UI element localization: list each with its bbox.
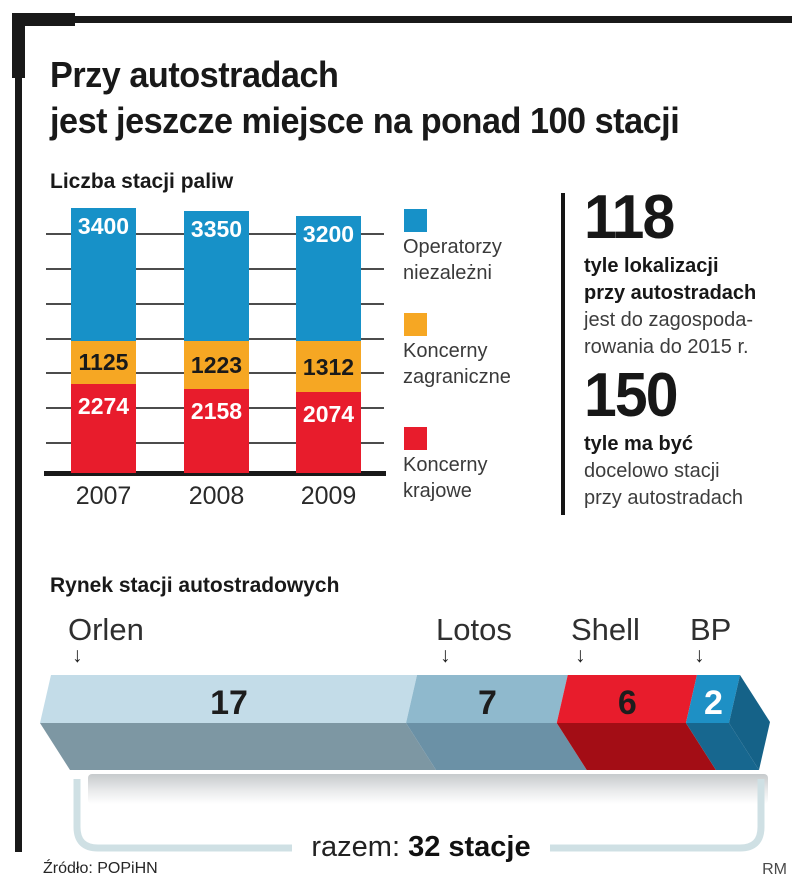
stat-line: przy autostradach — [584, 487, 743, 509]
market-segment-front — [406, 723, 587, 770]
market-value-label: 7 — [478, 684, 497, 722]
legend-label: Koncerny — [403, 340, 488, 362]
market-bar-cap — [729, 675, 770, 770]
market-segment-top — [406, 675, 568, 723]
page-title-line1: Przy autostradach — [50, 54, 339, 95]
market-segment-front — [556, 723, 716, 770]
total-label: razem: 32 stacje — [295, 831, 547, 864]
bar-value-label: 1312 — [302, 353, 355, 380]
page-title: Przy autostradach jest jeszcze miejsce n… — [50, 52, 680, 144]
brand-label: BP — [690, 612, 732, 647]
market-value-label: 2 — [704, 684, 723, 722]
legend-label: Koncerny — [403, 454, 488, 476]
down-arrow-icon: ↓ — [575, 644, 586, 667]
down-arrow-icon: ↓ — [72, 644, 83, 667]
bar-value-label: 3400 — [77, 213, 130, 239]
market-segment-top — [40, 675, 418, 723]
stat-number: 150 — [584, 361, 678, 430]
frame-left-bar — [15, 78, 22, 852]
bar-segment — [184, 341, 249, 389]
axis-baseline — [44, 471, 386, 476]
market-bar: 17 7 6 2 — [40, 675, 770, 770]
total-prefix: razem: — [311, 831, 401, 863]
brand-label: Lotos — [436, 612, 512, 647]
market-segment-top — [556, 675, 697, 723]
total-value: 32 stacje — [408, 831, 531, 863]
stat-number: 118 — [584, 183, 675, 252]
legend-label: zagraniczne — [403, 366, 511, 388]
legend-label: Operatorzy — [403, 236, 502, 258]
market-segment-front — [685, 723, 759, 770]
market-segment-front — [40, 723, 437, 770]
stat-block-locations: 118 tyle lokalizacji przy autostradach j… — [584, 183, 804, 361]
stat-line: tyle ma być — [584, 433, 693, 455]
frame-top-bar — [73, 16, 792, 23]
stat-block-target: 150 tyle ma być docelowo stacji przy aut… — [584, 361, 804, 512]
bar-segment — [71, 384, 136, 473]
page-title-line2: jest jeszcze miejsce na ponad 100 stacji — [50, 100, 680, 141]
legend-swatch — [404, 313, 427, 336]
brand-label: Shell — [571, 612, 640, 647]
bar-value-label: 1223 — [190, 352, 243, 379]
legend-label: krajowe — [403, 480, 472, 502]
frame-corner-block — [12, 13, 25, 78]
legend-label: niezależni — [403, 262, 492, 284]
gridline — [46, 372, 384, 375]
market-value-label: 6 — [618, 684, 637, 722]
vertical-divider — [561, 193, 565, 515]
year-label: 2007 — [75, 482, 132, 510]
fuel-chart-title: Liczba stacji paliw — [50, 170, 234, 193]
stat-line: jest do zagospoda- — [584, 309, 754, 331]
bar-segment — [71, 208, 136, 341]
gridline — [46, 407, 384, 410]
bar-segment — [296, 392, 361, 473]
year-label: 2008 — [188, 482, 245, 510]
down-arrow-icon: ↓ — [694, 644, 705, 667]
bar-segment — [71, 340, 136, 385]
gridline — [46, 337, 384, 340]
bar-segment — [296, 341, 361, 393]
gridline — [46, 233, 384, 235]
stat-line: tyle lokalizacji — [584, 255, 719, 277]
legend-swatch — [404, 209, 427, 232]
year-label: 2009 — [300, 482, 357, 510]
credit-label: RM — [762, 861, 787, 878]
stat-line: przy autostradach — [584, 282, 757, 304]
gridline — [46, 302, 384, 305]
bar-value-label: 2074 — [302, 401, 355, 428]
market-value-label: 17 — [210, 684, 248, 722]
frame-top-bar-stub — [12, 13, 75, 26]
brand-label: Orlen — [68, 612, 144, 647]
stat-line: rowania do 2015 r. — [584, 336, 749, 358]
market-segment-top — [685, 675, 740, 723]
bar-segment — [296, 216, 361, 341]
bar-value-label: 2158 — [190, 397, 243, 424]
stat-line: docelowo stacji — [584, 460, 720, 482]
bar-value-label: 2274 — [77, 393, 130, 420]
bar-segment — [184, 388, 249, 473]
source-label: Źródło: POPiHN — [43, 860, 158, 877]
down-arrow-icon: ↓ — [440, 644, 451, 667]
bar-reflection — [88, 774, 768, 804]
legend-swatch — [404, 427, 427, 450]
gridline — [46, 442, 384, 444]
market-title: Rynek stacji autostradowych — [50, 574, 340, 597]
gridline — [46, 267, 384, 270]
bar-value-label: 3200 — [302, 221, 355, 248]
bar-value-label: 3350 — [190, 215, 243, 242]
bar-value-label: 1125 — [78, 349, 129, 376]
bar-segment — [184, 210, 249, 342]
